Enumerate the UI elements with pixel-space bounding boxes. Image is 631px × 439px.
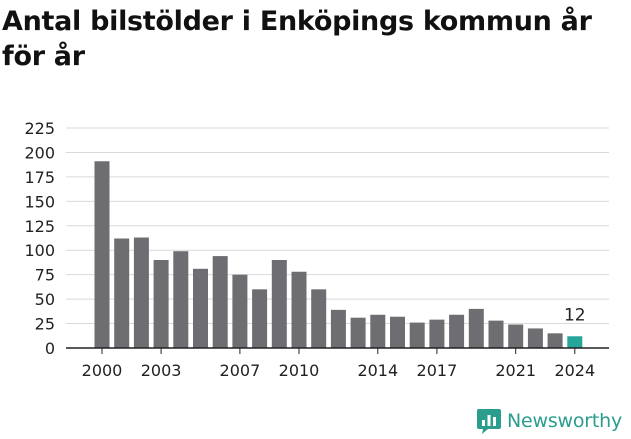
- x-tick-label: 2021: [495, 361, 536, 380]
- x-tick-label: 2014: [357, 361, 398, 380]
- bar-2005: [193, 268, 208, 348]
- bar-2008: [252, 289, 268, 348]
- gridlines: [66, 127, 609, 325]
- bar-2006: [212, 256, 228, 348]
- bar-2024: [567, 336, 583, 348]
- bar-2019: [468, 308, 484, 348]
- newsworthy-chart-icon: [477, 409, 501, 434]
- y-tick-label: 175: [24, 168, 55, 187]
- bar-2012: [330, 309, 346, 348]
- bar-2014: [370, 314, 386, 348]
- y-axis-ticks: 0 25 50 75 100 125 150 175 200 225: [24, 119, 55, 358]
- bar-2003: [153, 260, 169, 348]
- y-tick-label: 25: [35, 315, 55, 334]
- y-tick-label: 50: [35, 290, 55, 309]
- x-tick-label: 2000: [82, 361, 123, 380]
- bar-2017: [429, 319, 445, 348]
- y-tick-label: 0: [45, 339, 55, 358]
- x-tick-label: 2024: [554, 361, 595, 380]
- y-tick-label: 125: [24, 217, 55, 236]
- bar-2002: [133, 237, 149, 348]
- highlight-data-label: 12: [564, 305, 586, 325]
- x-tick-label: 2003: [141, 361, 182, 380]
- bar-2011: [311, 289, 327, 348]
- bar-2007: [232, 274, 248, 348]
- x-tick-label: 2007: [220, 361, 261, 380]
- bar-2018: [449, 314, 465, 348]
- bar-2010: [291, 271, 307, 348]
- bar-2020: [488, 320, 504, 348]
- newsworthy-logo[interactable]: Newsworthy: [476, 407, 622, 435]
- chart-title: Antal bilstölder i Enköpings kommun år f…: [2, 6, 592, 72]
- bar-2001: [114, 238, 130, 348]
- bar-2023: [547, 333, 563, 348]
- y-tick-label: 100: [24, 241, 55, 260]
- data-labels: 12: [564, 305, 586, 325]
- y-tick-label: 150: [24, 192, 55, 211]
- x-tick-label: 2017: [417, 361, 458, 380]
- bar-2009: [271, 260, 287, 348]
- y-tick-label: 75: [35, 266, 55, 285]
- bar-2021: [508, 324, 524, 348]
- bars: [94, 161, 583, 348]
- y-tick-label: 225: [24, 119, 55, 138]
- logo-text: Newsworthy: [507, 410, 623, 432]
- x-tick-label: 2010: [279, 361, 320, 380]
- x-axis: 2000 2003 2007 2010 2014 2017 2021 2024: [66, 347, 609, 380]
- bar-2015: [390, 316, 405, 348]
- y-tick-label: 200: [24, 143, 55, 162]
- bar-2016: [409, 322, 425, 348]
- bar-2000: [94, 161, 110, 348]
- bar-2022: [527, 328, 543, 348]
- bar-2013: [350, 317, 366, 348]
- bar-2004: [173, 251, 189, 348]
